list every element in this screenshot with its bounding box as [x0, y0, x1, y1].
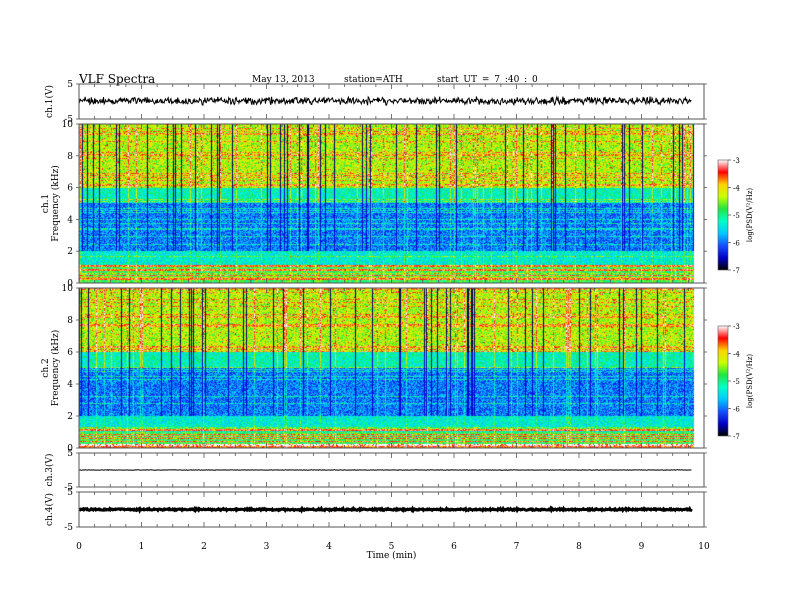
ch2-spectrogram-colorbar-tick: -4	[733, 351, 740, 359]
ch2-spectrogram-colorbar-tick: -6	[733, 406, 740, 414]
ch1-spectrogram-colorbar-tick: -7	[733, 267, 740, 275]
ch2-spectrogram-colorbar-tick: -5	[733, 378, 740, 386]
ch1-spectrogram-ytick-label: 10	[62, 120, 74, 130]
ch1-spectrogram-image	[79, 124, 704, 283]
ch1-waveform-ytick-label: -5	[64, 115, 73, 125]
ch2-spectrogram-colorbar-label: log(PSD(V²/Hz)	[746, 354, 754, 409]
ch1-spectrogram-panel: 10 8 6 4 2 0 ch.1 Frequency (kHz) -3 -4 -5 -6 -7 log(…	[41, 120, 754, 289]
xtick-label: 1	[139, 542, 145, 552]
ch1-spectrogram-ytick-label: 2	[67, 247, 73, 257]
ch1-waveform-ylabel: ch.1(V)	[44, 85, 55, 118]
start-time-label: start UT = 7 :40 : 0	[437, 75, 538, 85]
ch2-spectrogram-ylabel: Frequency (kHz)	[50, 330, 61, 407]
ch2-spectrogram-panel: 10 8 6 4 2 0 ch.2 Frequency (kHz) -3 -4 -5 -6 -7 log(…	[41, 284, 754, 454]
ch2-spectrogram-ytick-label: 4	[67, 380, 73, 390]
ch1-spectrogram-ytick-label: 8	[67, 152, 73, 162]
ch1-spectrogram-colorbar-tick: -5	[733, 212, 740, 220]
ch1-spectrogram-ylabel: Frequency (kHz)	[50, 165, 61, 242]
ch1-waveform-ytick-label: 5	[67, 80, 73, 90]
ch2-spectrogram-image	[79, 288, 704, 448]
xtick-label: 7	[514, 542, 520, 552]
ch3-waveform-ytick-label: -5	[64, 483, 73, 493]
ch1-spectrogram-colorbar-tick: -6	[733, 240, 740, 248]
ch1-spectrogram-ytick-label: 6	[67, 184, 73, 194]
xtick-label: 5	[389, 542, 395, 552]
station-label: station=ATH	[344, 75, 403, 85]
ch2-spectrogram-colorbar	[717, 325, 729, 437]
ch1-spectrogram-ytick-label: 0	[67, 279, 73, 289]
ch3-waveform-panel: 5 -5 ch.3(V)	[44, 449, 707, 493]
xtick-label: 8	[576, 542, 582, 552]
ch2-spectrogram-colorbar-tick: -3	[733, 323, 740, 331]
ch1-spectrogram-colorbar	[717, 159, 729, 271]
ch4-waveform-panel: 5 -5 ch.4(V)	[44, 488, 707, 533]
ch3-waveform-ytick-label: 5	[67, 449, 73, 459]
ch3-waveform-line	[78, 469, 692, 471]
ch4-waveform-line	[78, 505, 693, 515]
x-axis-label: Time (min)	[367, 550, 417, 561]
ch2-spectrogram-ytick-label: 10	[62, 284, 74, 294]
ch4-waveform-ytick-label: -5	[64, 523, 73, 533]
ch2-spectrogram-ytick-label: 0	[67, 444, 73, 454]
ch1-spectrogram-colorbar-tick: -3	[733, 157, 740, 165]
ch4-waveform-ylabel: ch.4(V)	[44, 493, 55, 526]
ch4-waveform-ytick-label: 5	[67, 488, 73, 498]
ch1-waveform-line	[78, 95, 692, 107]
ch2-spectrogram-ytick-label: 8	[67, 316, 73, 326]
ch2-spectrogram-colorbar-tick: -7	[733, 433, 740, 441]
figure-title: VLF Spectra	[79, 72, 156, 86]
ch2-spectrogram-ytick-label: 2	[67, 412, 73, 422]
xtick-label: 2	[201, 542, 207, 552]
ch3-waveform-ylabel: ch.3(V)	[44, 454, 55, 487]
ch1-spectrogram-colorbar-tick: -4	[733, 185, 740, 193]
xtick-label: 4	[326, 542, 332, 552]
ch2-spectrogram-ytick-label: 6	[67, 348, 73, 358]
xtick-label: 6	[451, 542, 457, 552]
ch1-spectrogram-ytick-label: 4	[67, 215, 73, 225]
xtick-label: 10	[698, 542, 710, 552]
xtick-label: 0	[76, 542, 82, 552]
xtick-label: 3	[264, 542, 270, 552]
ch1-spectrogram-colorbar-label: log(PSD(V²/Hz)	[746, 188, 754, 243]
ch1-waveform-panel: 5 -5 ch.1(V)	[44, 80, 707, 125]
xtick-label: 9	[639, 542, 645, 552]
date-label: May 13, 2013	[252, 75, 315, 85]
ch2-spectrogram-channel-label: ch.2	[41, 358, 51, 377]
ch1-spectrogram-channel-label: ch.1	[41, 194, 51, 213]
